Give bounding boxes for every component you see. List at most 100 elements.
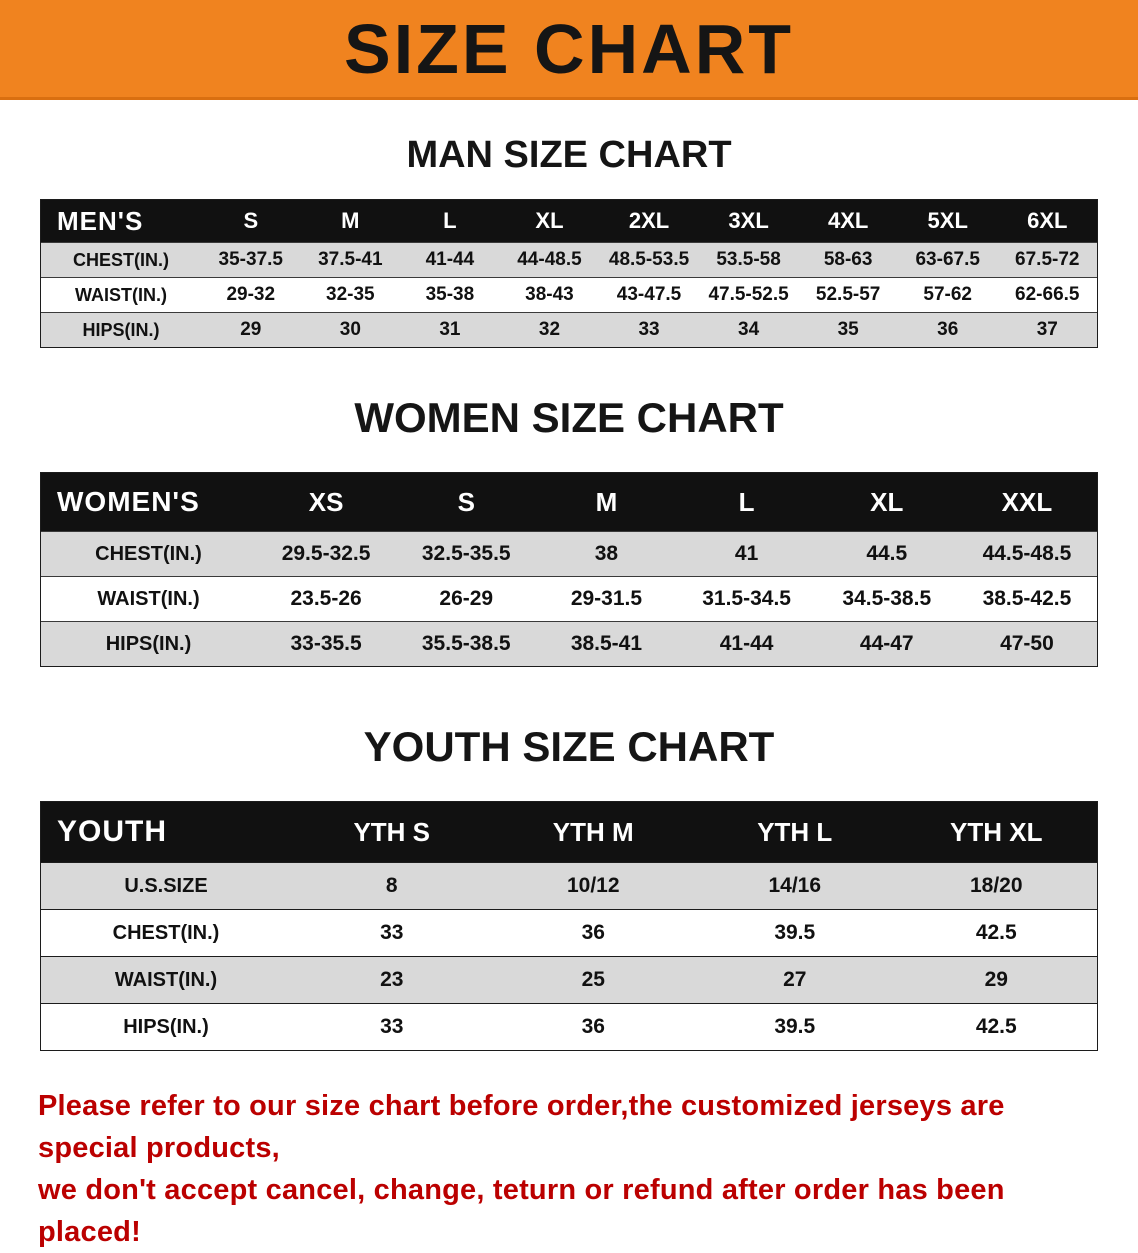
table-header-row: YOUTH YTH S YTH M YTH L YTH XL [41,802,1097,862]
column-header: YTH M [552,816,634,847]
table-cell: 37.5-41 [318,249,383,270]
row-label: WAIST(IN.) [97,587,200,610]
table-cell: 8 [385,874,398,897]
table-cell: 67.5-72 [1015,249,1080,270]
table-cell: 48.5-53.5 [608,249,690,270]
table-cell: 47.5-52.5 [708,284,789,305]
table-cell: 44-47 [859,632,914,655]
section-title-men: MAN SIZE CHART [406,134,732,176]
notice-text: Please refer to our size chart before or… [38,1085,1100,1253]
table-cell: 10/12 [566,874,620,897]
table-cell: 23.5-26 [290,587,362,610]
column-header: XXL [1001,486,1053,517]
table-cell: 38 [594,542,619,565]
banner: SIZE CHART [0,0,1138,100]
column-header: XS [308,486,344,517]
column-header: 5XL [927,208,968,233]
table-cell: 35 [837,319,859,340]
table-cell: 32.5-35.5 [421,542,511,565]
row-label: CHEST(IN.) [73,249,169,270]
table-cell: 39.5 [774,921,816,944]
table-cell: 27 [783,968,807,991]
table-cell: 38-43 [525,284,574,305]
column-header: L [738,486,755,517]
column-header: M [595,486,618,517]
table-cell: 57-62 [923,284,973,305]
table-row: CHEST(IN.) 29.5-32.5 32.5-35.5 38 41 44.5 44.5… [41,531,1097,576]
table-cell: 36 [581,921,605,944]
column-header: M [341,208,360,233]
section-title-women: WOMEN SIZE CHART [354,394,784,441]
column-header: 4XL [827,208,869,233]
table-cell: 44-48.5 [517,249,582,270]
column-header: YTH S [353,816,431,847]
table-cell: 53.5-58 [716,249,781,270]
table-cell: 42.5 [975,921,1017,944]
table-row: U.S.SIZE 8 10/12 14/16 18/20 [41,862,1097,909]
table-cell: 33 [380,1015,404,1038]
table-cell: 25 [581,968,605,991]
table-cell: 34 [738,319,760,340]
table-cell: 29.5-32.5 [281,542,371,565]
table-cell: 43-47.5 [616,284,682,305]
table-cell: 41-44 [719,632,774,655]
column-header: S [457,486,475,517]
table-cell: 23 [380,968,404,991]
table-row: WAIST(IN.) 29-32 32-35 35-38 38-43 43-47.5 47.… [41,277,1097,312]
column-header: 2XL [628,208,670,233]
column-header: 6XL [1027,208,1068,233]
row-label: HIPS(IN.) [82,319,160,340]
column-header: XL [870,486,904,517]
table-row: CHEST(IN.) 33 36 39.5 42.5 [41,909,1097,956]
table-cell: 33 [638,319,660,340]
table-cell: 41-44 [425,249,475,270]
table-cell: 52.5-57 [815,284,881,305]
column-header: YTH XL [950,816,1043,847]
table-row: HIPS(IN.) 29 30 31 32 33 34 35 36 37 [41,312,1097,347]
table-cell: 33 [380,921,404,944]
row-label: HIPS(IN.) [105,632,192,655]
table-row: HIPS(IN.) 33-35.5 35.5-38.5 38.5-41 41-44 44-… [41,621,1097,666]
youth-size-table: YOUTH YTH S YTH M YTH L YTH XL U.S.SIZE 8 10/12… [40,801,1098,1051]
size-chart-sections: MAN SIZE CHART MEN'S S M L XL 2XL 3XL 4XL 5XL 6XL C… [0,134,1138,1051]
table-cell: 35.5-38.5 [421,632,511,655]
table-cell: 30 [339,319,361,340]
table-cell: 29-32 [226,284,276,305]
table-row: CHEST(IN.) 35-37.5 37.5-41 41-44 44-48.5 48.5… [41,242,1097,277]
row-label: WAIST(IN.) [114,968,218,991]
table-cell: 31.5-34.5 [702,587,791,610]
table-corner-label: MEN'S [57,205,144,236]
table-cell: 31 [439,319,461,340]
page-title: SIZE CHART [344,9,794,88]
table-cell: 63-67.5 [915,249,980,270]
footer-notice: Please refer to our size chart before or… [38,1085,1100,1253]
table-cell: 29 [240,319,262,340]
size-chart-section-women: WOMEN SIZE CHART WOMEN'S XS S M L XL XXL CHEST(I… [0,394,1138,667]
table-cell: 36 [581,1015,605,1038]
table-row: WAIST(IN.) 23 25 27 29 [41,956,1097,1003]
notice-line-1: Please refer to our size chart before or… [38,1090,1005,1165]
table-cell: 39.5 [774,1015,816,1038]
table-cell: 37 [1036,319,1058,340]
table-cell: 18/20 [969,874,1023,897]
column-header: 3XL [728,208,769,233]
table-cell: 38.5-41 [570,632,643,655]
table-cell: 26-29 [439,587,494,610]
table-cell: 29 [984,968,1008,991]
column-header: XL [535,208,564,233]
table-cell: 62-66.5 [1015,284,1080,305]
table-corner-label: WOMEN'S [57,486,200,517]
row-label: HIPS(IN.) [123,1015,209,1038]
column-header: L [443,208,457,233]
table-cell: 32 [538,319,561,340]
section-title-youth: YOUTH SIZE CHART [363,723,775,770]
column-header: S [243,208,259,233]
table-cell: 41 [734,542,759,565]
table-cell: 33-35.5 [290,632,362,655]
row-label: CHEST(IN.) [112,921,220,944]
column-header: YTH L [757,816,833,847]
table-cell: 29-31.5 [570,587,643,610]
table-cell: 44.5 [866,542,908,565]
table-cell: 38.5-42.5 [982,587,1072,610]
